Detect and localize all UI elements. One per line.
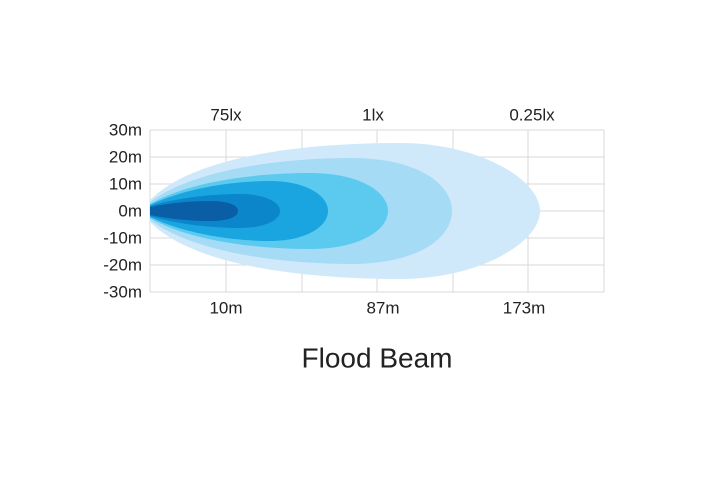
- y-label: 10m: [109, 174, 142, 193]
- distance-label: 87m: [366, 298, 399, 317]
- top-labels: 75lx 1lx 0.25lx: [210, 105, 555, 124]
- distance-label: 10m: [209, 298, 242, 317]
- y-label: -10m: [103, 228, 142, 247]
- y-label: 0m: [118, 201, 142, 220]
- lux-label: 0.25lx: [509, 105, 555, 124]
- y-label: 20m: [109, 147, 142, 166]
- y-label: 30m: [109, 120, 142, 139]
- y-labels: 30m 20m 10m 0m -10m -20m -30m: [103, 120, 142, 301]
- beam-zone: [150, 201, 238, 221]
- lux-label: 75lx: [210, 105, 242, 124]
- beam: [150, 143, 540, 279]
- title: Flood Beam: [302, 342, 453, 373]
- bottom-labels: 10m 87m 173m: [209, 298, 545, 317]
- y-label: -20m: [103, 255, 142, 274]
- distance-label: 173m: [503, 298, 546, 317]
- lux-label: 1lx: [362, 105, 384, 124]
- y-label: -30m: [103, 282, 142, 301]
